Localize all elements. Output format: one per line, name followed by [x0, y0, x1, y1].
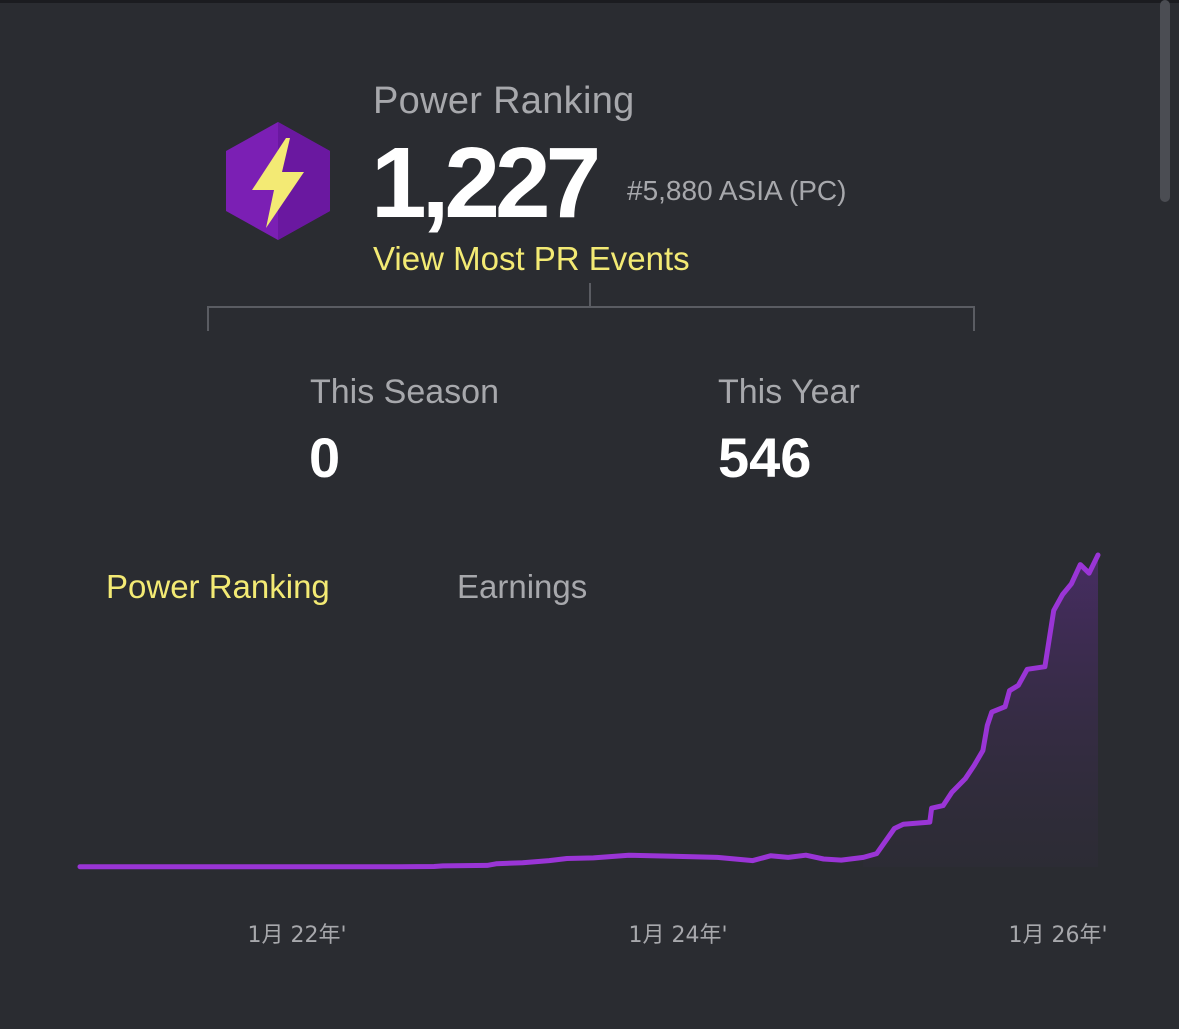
- tab-earnings[interactable]: Earnings: [457, 568, 588, 605]
- tab-power-ranking[interactable]: Power Ranking: [106, 568, 330, 605]
- this-year-label: This Year: [718, 373, 860, 411]
- x-tick-label: 1月 26年': [1008, 923, 1107, 948]
- view-most-pr-events-link[interactable]: View Most PR Events: [373, 240, 690, 277]
- lightning-bolt-hexagon-icon: [226, 122, 330, 240]
- scrollbar[interactable]: [1160, 0, 1170, 202]
- power-ranking-title: Power Ranking: [373, 80, 635, 122]
- chart-area-fill: [863, 555, 1098, 867]
- this-season-value: 0: [309, 426, 341, 489]
- top-border: [0, 0, 1179, 3]
- stats-bracket-divider: [207, 283, 975, 331]
- power-ranking-value: 1,227: [371, 127, 601, 239]
- this-year-value: 546: [718, 426, 812, 489]
- x-tick-label: 1月 22年': [247, 923, 346, 948]
- this-season-label: This Season: [310, 373, 499, 411]
- regional-rank: #5,880 ASIA (PC): [627, 175, 847, 206]
- x-tick-label: 1月 24年': [628, 923, 727, 948]
- chart-series-line: [77, 552, 1101, 870]
